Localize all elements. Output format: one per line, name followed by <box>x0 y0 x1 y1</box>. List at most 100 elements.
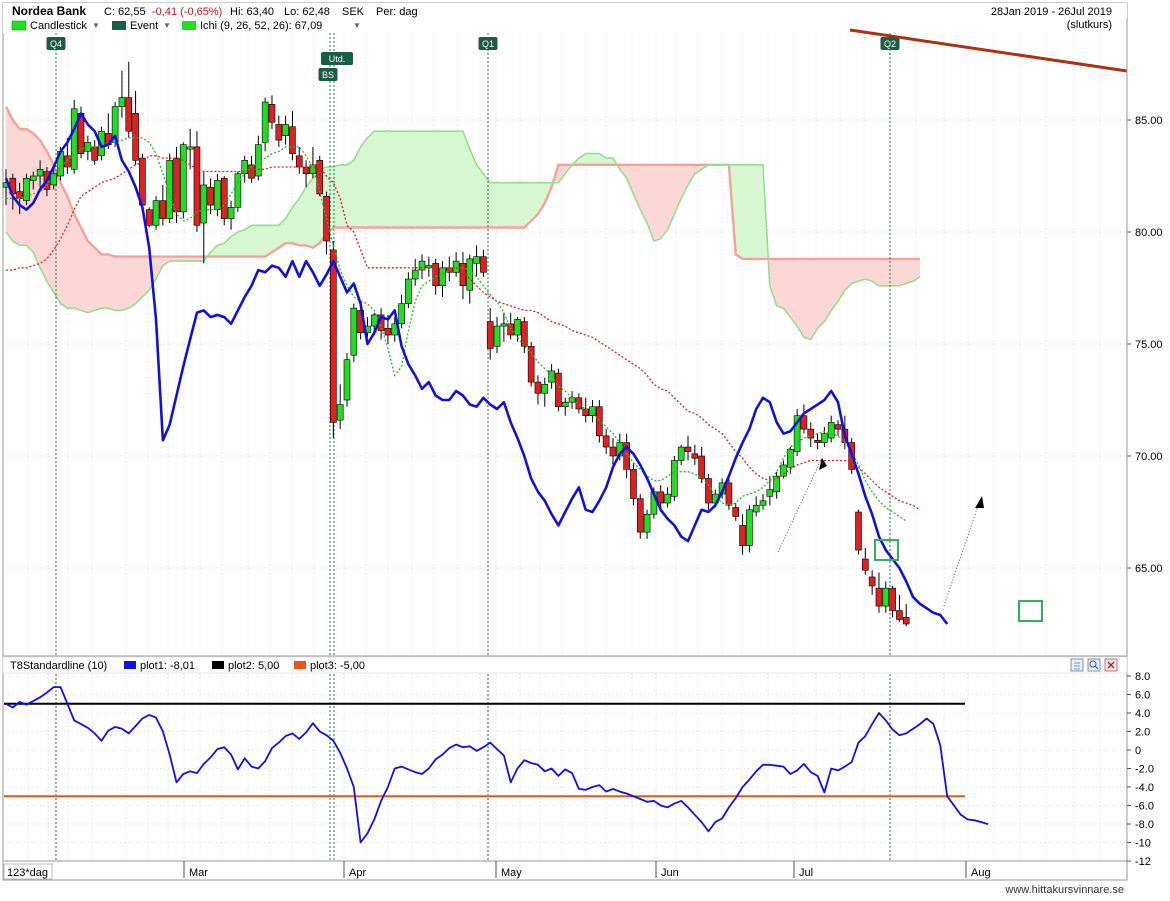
candle-body-down <box>896 610 903 620</box>
cloud-segment <box>5 106 14 242</box>
legend-candlestick[interactable]: Candlestick ▼ <box>11 20 100 32</box>
candle <box>602 429 610 454</box>
candle-body-up <box>98 130 105 157</box>
candle <box>875 572 883 613</box>
candle <box>541 377 549 407</box>
legend-ichi[interactable]: Ichi (9, 26, 52, 26): 67,09 ▼ <box>182 20 361 32</box>
cloud-segment <box>653 164 662 242</box>
candle <box>200 171 208 264</box>
candle <box>350 303 358 362</box>
candle-body-down <box>725 482 733 506</box>
indicator-zoom-button[interactable] <box>1087 658 1101 672</box>
candle <box>725 476 733 510</box>
candle <box>575 393 583 414</box>
indicator-line <box>5 686 989 844</box>
chevron-down-icon[interactable]: ▼ <box>353 21 361 30</box>
candle-body-up <box>773 475 780 493</box>
cloud-segment <box>810 258 818 341</box>
cloud-segment <box>905 258 914 284</box>
indicator-properties-button[interactable] <box>1070 658 1084 672</box>
candle <box>411 258 419 286</box>
cloud-segment <box>885 258 893 287</box>
cloud-segment <box>503 182 511 228</box>
candle-body-up <box>343 359 351 401</box>
candle-body-up <box>746 509 753 546</box>
candle-body-up <box>500 323 508 327</box>
indicator-tick-label: -4.0 <box>1135 782 1154 794</box>
price-tick-label: 85.00 <box>1135 115 1163 127</box>
price-tick-label: 65.00 <box>1135 563 1163 575</box>
candle-body-up <box>493 325 501 347</box>
chevron-down-icon[interactable]: ▼ <box>163 21 171 30</box>
candle-body-up <box>780 464 787 477</box>
header-bar <box>3 3 1127 18</box>
candle <box>807 422 815 448</box>
legend-ichi-swatch <box>182 21 196 30</box>
legend-event[interactable]: Event ▼ <box>112 20 171 32</box>
candle <box>507 312 514 340</box>
candle-body-down <box>582 408 590 416</box>
cloud-segment <box>789 258 798 327</box>
legend-plot1-swatch <box>124 661 136 669</box>
event-badge <box>478 37 498 50</box>
candle-body-down <box>814 440 821 443</box>
candle-body-up <box>234 173 242 208</box>
candle-body-down <box>275 124 283 141</box>
cloud-segment <box>455 130 464 228</box>
candle <box>800 404 808 434</box>
cloud-segment <box>360 137 368 228</box>
legend-plot2: plot2: 5,00 <box>212 660 279 672</box>
candle-body-up <box>766 489 774 497</box>
candle <box>234 171 242 212</box>
cloud-segment <box>435 130 443 228</box>
candle <box>336 384 344 430</box>
candle-body-down <box>480 256 487 273</box>
period-label: Per: dag <box>376 6 418 18</box>
candle <box>698 447 705 483</box>
candle <box>596 400 603 443</box>
instrument-title: Nordea Bank <box>12 4 86 18</box>
candle-body-up <box>70 108 78 170</box>
candle <box>889 585 896 618</box>
candle-body-up <box>227 207 235 219</box>
cloud-segment <box>851 258 859 284</box>
candle-body-up <box>118 97 126 107</box>
candle-body-down <box>459 263 467 287</box>
price-basis: (slutkurs) <box>1067 19 1112 31</box>
price-tick-label: 70.00 <box>1135 451 1163 463</box>
chevron-down-icon[interactable]: ▼ <box>92 21 100 30</box>
candle-body-down <box>132 112 139 161</box>
candle <box>50 167 58 190</box>
candle <box>527 341 535 387</box>
price-tick-label: 80.00 <box>1135 227 1163 239</box>
candle <box>186 128 194 170</box>
indicator-header <box>2 656 1128 674</box>
legend-plot3: plot3: -5,00 <box>294 660 365 672</box>
indicator-name: T8Standardline (10) <box>10 660 107 672</box>
cloud-segment <box>817 258 825 330</box>
legend-event-swatch <box>112 21 126 30</box>
candle-body-up <box>255 144 262 177</box>
candle <box>582 397 590 423</box>
legend-plot1-label: plot1: -8,01 <box>140 660 195 672</box>
change-value: -0,41 (-0,65%) <box>152 6 222 18</box>
candle <box>684 435 692 461</box>
cloud-segment <box>101 254 109 309</box>
candle-body-down <box>630 469 637 499</box>
grid <box>4 33 1127 862</box>
indicator-close-button[interactable] <box>1104 658 1118 672</box>
candle <box>868 570 876 595</box>
candle <box>623 433 630 479</box>
candle <box>29 171 37 190</box>
period-selector[interactable]: 123*dag <box>3 863 53 880</box>
candle <box>268 95 276 129</box>
candle-body-up <box>411 269 419 280</box>
event-label: Q4 <box>50 39 62 49</box>
cloud-segment <box>878 258 887 287</box>
main-panel-frame <box>2 2 1128 657</box>
cloud-segment <box>135 256 143 305</box>
cloud-segment <box>510 182 518 228</box>
candle <box>862 547 869 575</box>
candle <box>36 160 44 188</box>
